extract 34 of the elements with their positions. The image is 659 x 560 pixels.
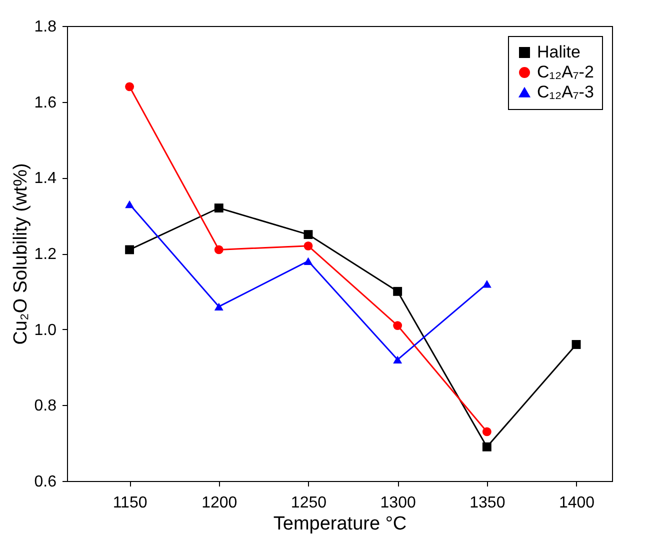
x-tick-label: 1250 bbox=[290, 494, 327, 512]
y-tick-label: 1.2 bbox=[34, 246, 57, 263]
y-tick-label: 1.0 bbox=[34, 322, 57, 339]
legend-label: C₁₂A₇-3 bbox=[537, 82, 594, 102]
point bbox=[482, 442, 492, 452]
point bbox=[393, 356, 402, 364]
y-tick-label: 1.8 bbox=[34, 18, 57, 36]
point bbox=[304, 241, 313, 250]
point bbox=[125, 245, 134, 254]
point bbox=[482, 280, 492, 288]
point bbox=[393, 321, 402, 330]
x-tick-label: 1200 bbox=[202, 494, 238, 512]
point bbox=[214, 245, 224, 254]
x-tick-label: 1150 bbox=[112, 494, 148, 512]
y-tick-label: 1.6 bbox=[34, 94, 57, 112]
x-axis-title: Temperature °C bbox=[273, 514, 407, 534]
y-axis-title: Cu₂O Solubility (wt%) bbox=[10, 163, 32, 345]
x-tick-label: 1300 bbox=[380, 494, 416, 512]
y-tick-label: 1.4 bbox=[34, 170, 57, 188]
point bbox=[214, 302, 224, 310]
point bbox=[304, 230, 313, 240]
y-tick-label: 0.8 bbox=[34, 398, 57, 415]
point bbox=[304, 257, 313, 265]
x-tick-label: 1350 bbox=[470, 494, 506, 512]
x-tick-label: 1400 bbox=[558, 494, 595, 512]
point bbox=[393, 286, 402, 296]
legend-label: C₁₂A₇-2 bbox=[537, 62, 594, 82]
point bbox=[125, 82, 134, 92]
y-tick-label: 0.6 bbox=[34, 474, 57, 490]
point bbox=[125, 200, 134, 208]
point bbox=[214, 204, 224, 212]
legend-label: Halite bbox=[537, 42, 580, 62]
point bbox=[482, 427, 492, 436]
point bbox=[572, 340, 581, 349]
